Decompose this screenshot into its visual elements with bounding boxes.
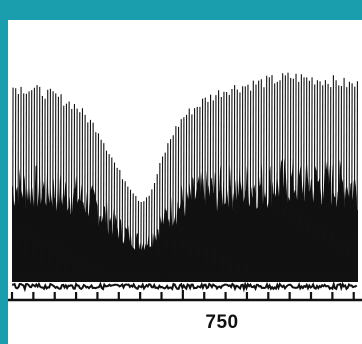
chart-frame: 750 (8, 20, 362, 344)
x-tick-label-750: 750 (205, 312, 239, 333)
x-axis-ticks (10, 290, 355, 300)
spectral-lines (11, 72, 358, 293)
baseline-noise (11, 280, 358, 293)
spectrum-plot (8, 72, 362, 302)
